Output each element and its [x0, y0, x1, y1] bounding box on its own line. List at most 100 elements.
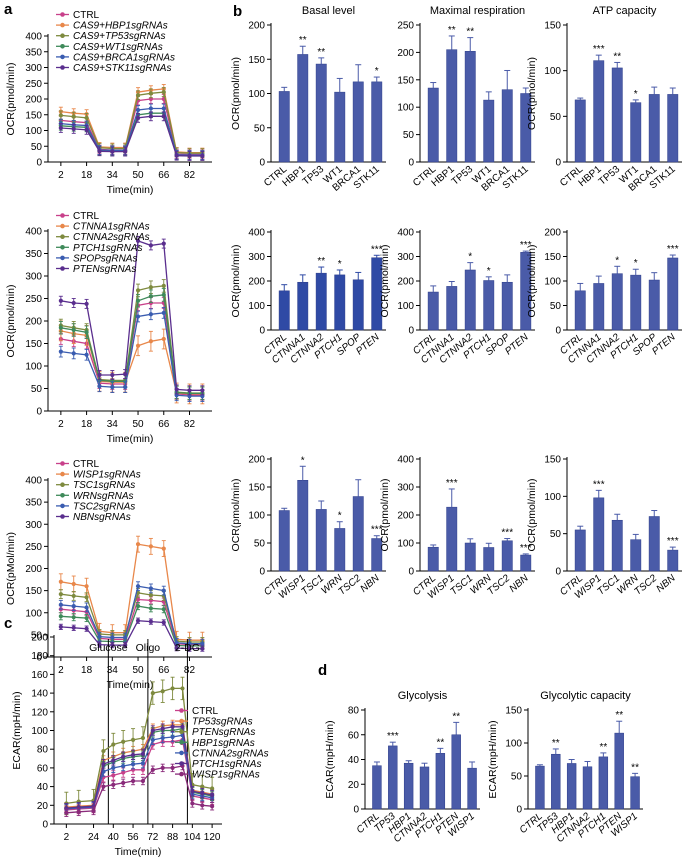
chart-title: Glycolysis	[398, 690, 448, 702]
data-point	[111, 782, 116, 787]
data-point	[135, 288, 141, 293]
series-line	[60, 312, 203, 397]
bar-rect	[574, 99, 586, 163]
legend-label: TSC1sgRNAs	[73, 480, 135, 491]
y-tick-label: 0	[259, 326, 265, 337]
legend-marker	[60, 245, 65, 250]
legend: CTRLTP53sgRNAsPTENsgRNAsHBP1sgRNAsCTNNA2…	[175, 706, 269, 781]
bar-WRN	[483, 542, 495, 572]
legend-marker	[60, 471, 65, 477]
bar-rect	[630, 776, 640, 810]
y-tick-label: 50	[550, 301, 562, 312]
legend-marker	[60, 65, 65, 70]
y-tick-label: 0	[516, 805, 522, 816]
data-point	[111, 758, 116, 763]
y-tick-label: 100	[31, 726, 48, 737]
data-point	[84, 352, 89, 357]
line-chart-a3: 0 50 100 150 200 250 300 350 400 2 18 34 50 66 82 Time(…	[5, 459, 212, 691]
bar-rect	[520, 554, 532, 572]
bar-TP53: **	[315, 47, 327, 163]
legend-marker	[60, 255, 65, 261]
bar-rect	[566, 763, 577, 810]
bar-PTEN: ***	[667, 244, 679, 331]
bar-rect	[334, 91, 346, 163]
data-point	[140, 778, 146, 784]
bar-NBN: ***	[371, 525, 383, 572]
bar-CTRL	[574, 97, 586, 163]
bar-chart-b9: 050100150OCR(pmol/min)CTRL***WISP1TSC1WR…	[526, 455, 682, 601]
data-point	[71, 327, 76, 333]
bar-rect	[388, 745, 398, 810]
bar-CTRL	[278, 507, 290, 572]
data-point	[135, 107, 141, 113]
bar-WT1	[483, 91, 495, 163]
significance-label: *	[468, 252, 472, 263]
y-tick-label: 100	[544, 277, 561, 288]
y-tick-label: 100	[25, 126, 42, 137]
data-point	[150, 767, 155, 772]
y-tick-label: 50	[31, 142, 43, 153]
y-axis-title: OCR(pMol/min)	[5, 532, 17, 605]
data-point	[161, 241, 166, 246]
bar-rect	[278, 290, 290, 331]
bar-NBN: ***	[667, 536, 679, 572]
legend-marker	[179, 771, 184, 777]
series-line	[60, 620, 203, 650]
x-tick-label: 120	[204, 832, 221, 843]
data-point	[130, 778, 136, 784]
data-point	[170, 724, 175, 729]
bar-PTCH1: *	[334, 259, 346, 331]
bar-STK11	[667, 87, 679, 163]
bar-WT1	[334, 77, 346, 163]
bar-STK11: *	[371, 66, 383, 163]
bar-rect	[334, 274, 346, 331]
y-tick-label: 40	[37, 782, 49, 793]
data-point	[160, 689, 165, 694]
y-tick-label: 50	[511, 772, 523, 783]
significance-label: **	[631, 762, 639, 773]
data-point	[161, 89, 166, 95]
data-point	[84, 115, 89, 120]
data-point	[170, 765, 175, 771]
x-axis-title: Time(min)	[107, 433, 154, 445]
x-tick-label: 104	[184, 832, 201, 843]
legend-marker	[60, 482, 65, 488]
data-point	[150, 728, 155, 733]
significance-label: **	[436, 737, 444, 748]
data-point	[161, 292, 166, 297]
bar-PTCH1: **	[598, 742, 609, 810]
y-tick-label: 300	[397, 483, 414, 494]
bar-rect	[593, 60, 605, 163]
bar-rect	[667, 94, 679, 163]
legend-marker	[60, 493, 65, 498]
line-chart-a2: 0 50 100 150 200 250 300 350 400 2 18 34 50 66 82 Time(…	[5, 211, 212, 445]
data-point	[190, 801, 195, 806]
bar-rect	[278, 91, 290, 163]
bar-WISP1: **	[630, 762, 640, 810]
bar-rect	[598, 756, 609, 810]
bar-STK11	[520, 87, 532, 163]
bar-HBP1	[566, 759, 577, 810]
y-tick-label: 100	[544, 66, 561, 77]
legend-label: CTRL	[73, 459, 100, 470]
data-point	[71, 581, 76, 587]
bar-rect	[352, 279, 364, 331]
bar-rect	[464, 51, 476, 163]
y-tick-label: 0	[408, 158, 414, 169]
bar-rect	[611, 519, 623, 572]
y-tick-label: 0	[36, 158, 42, 169]
bar-rect	[483, 99, 495, 163]
data-point	[148, 285, 154, 290]
y-axis-title: OCR(pmol/min)	[5, 63, 17, 136]
data-point	[84, 595, 89, 600]
chart-title: Glycolytic capacity	[540, 690, 631, 702]
bar-CTRL	[574, 282, 586, 331]
significance-label: **	[317, 256, 325, 267]
y-tick-label: 100	[25, 362, 42, 373]
series-PTENsgRNAs	[58, 235, 205, 396]
data-point	[148, 619, 154, 624]
y-tick-label: 300	[248, 252, 265, 263]
y-tick-label: 200	[544, 228, 561, 239]
y-tick-label: 180	[31, 651, 48, 662]
